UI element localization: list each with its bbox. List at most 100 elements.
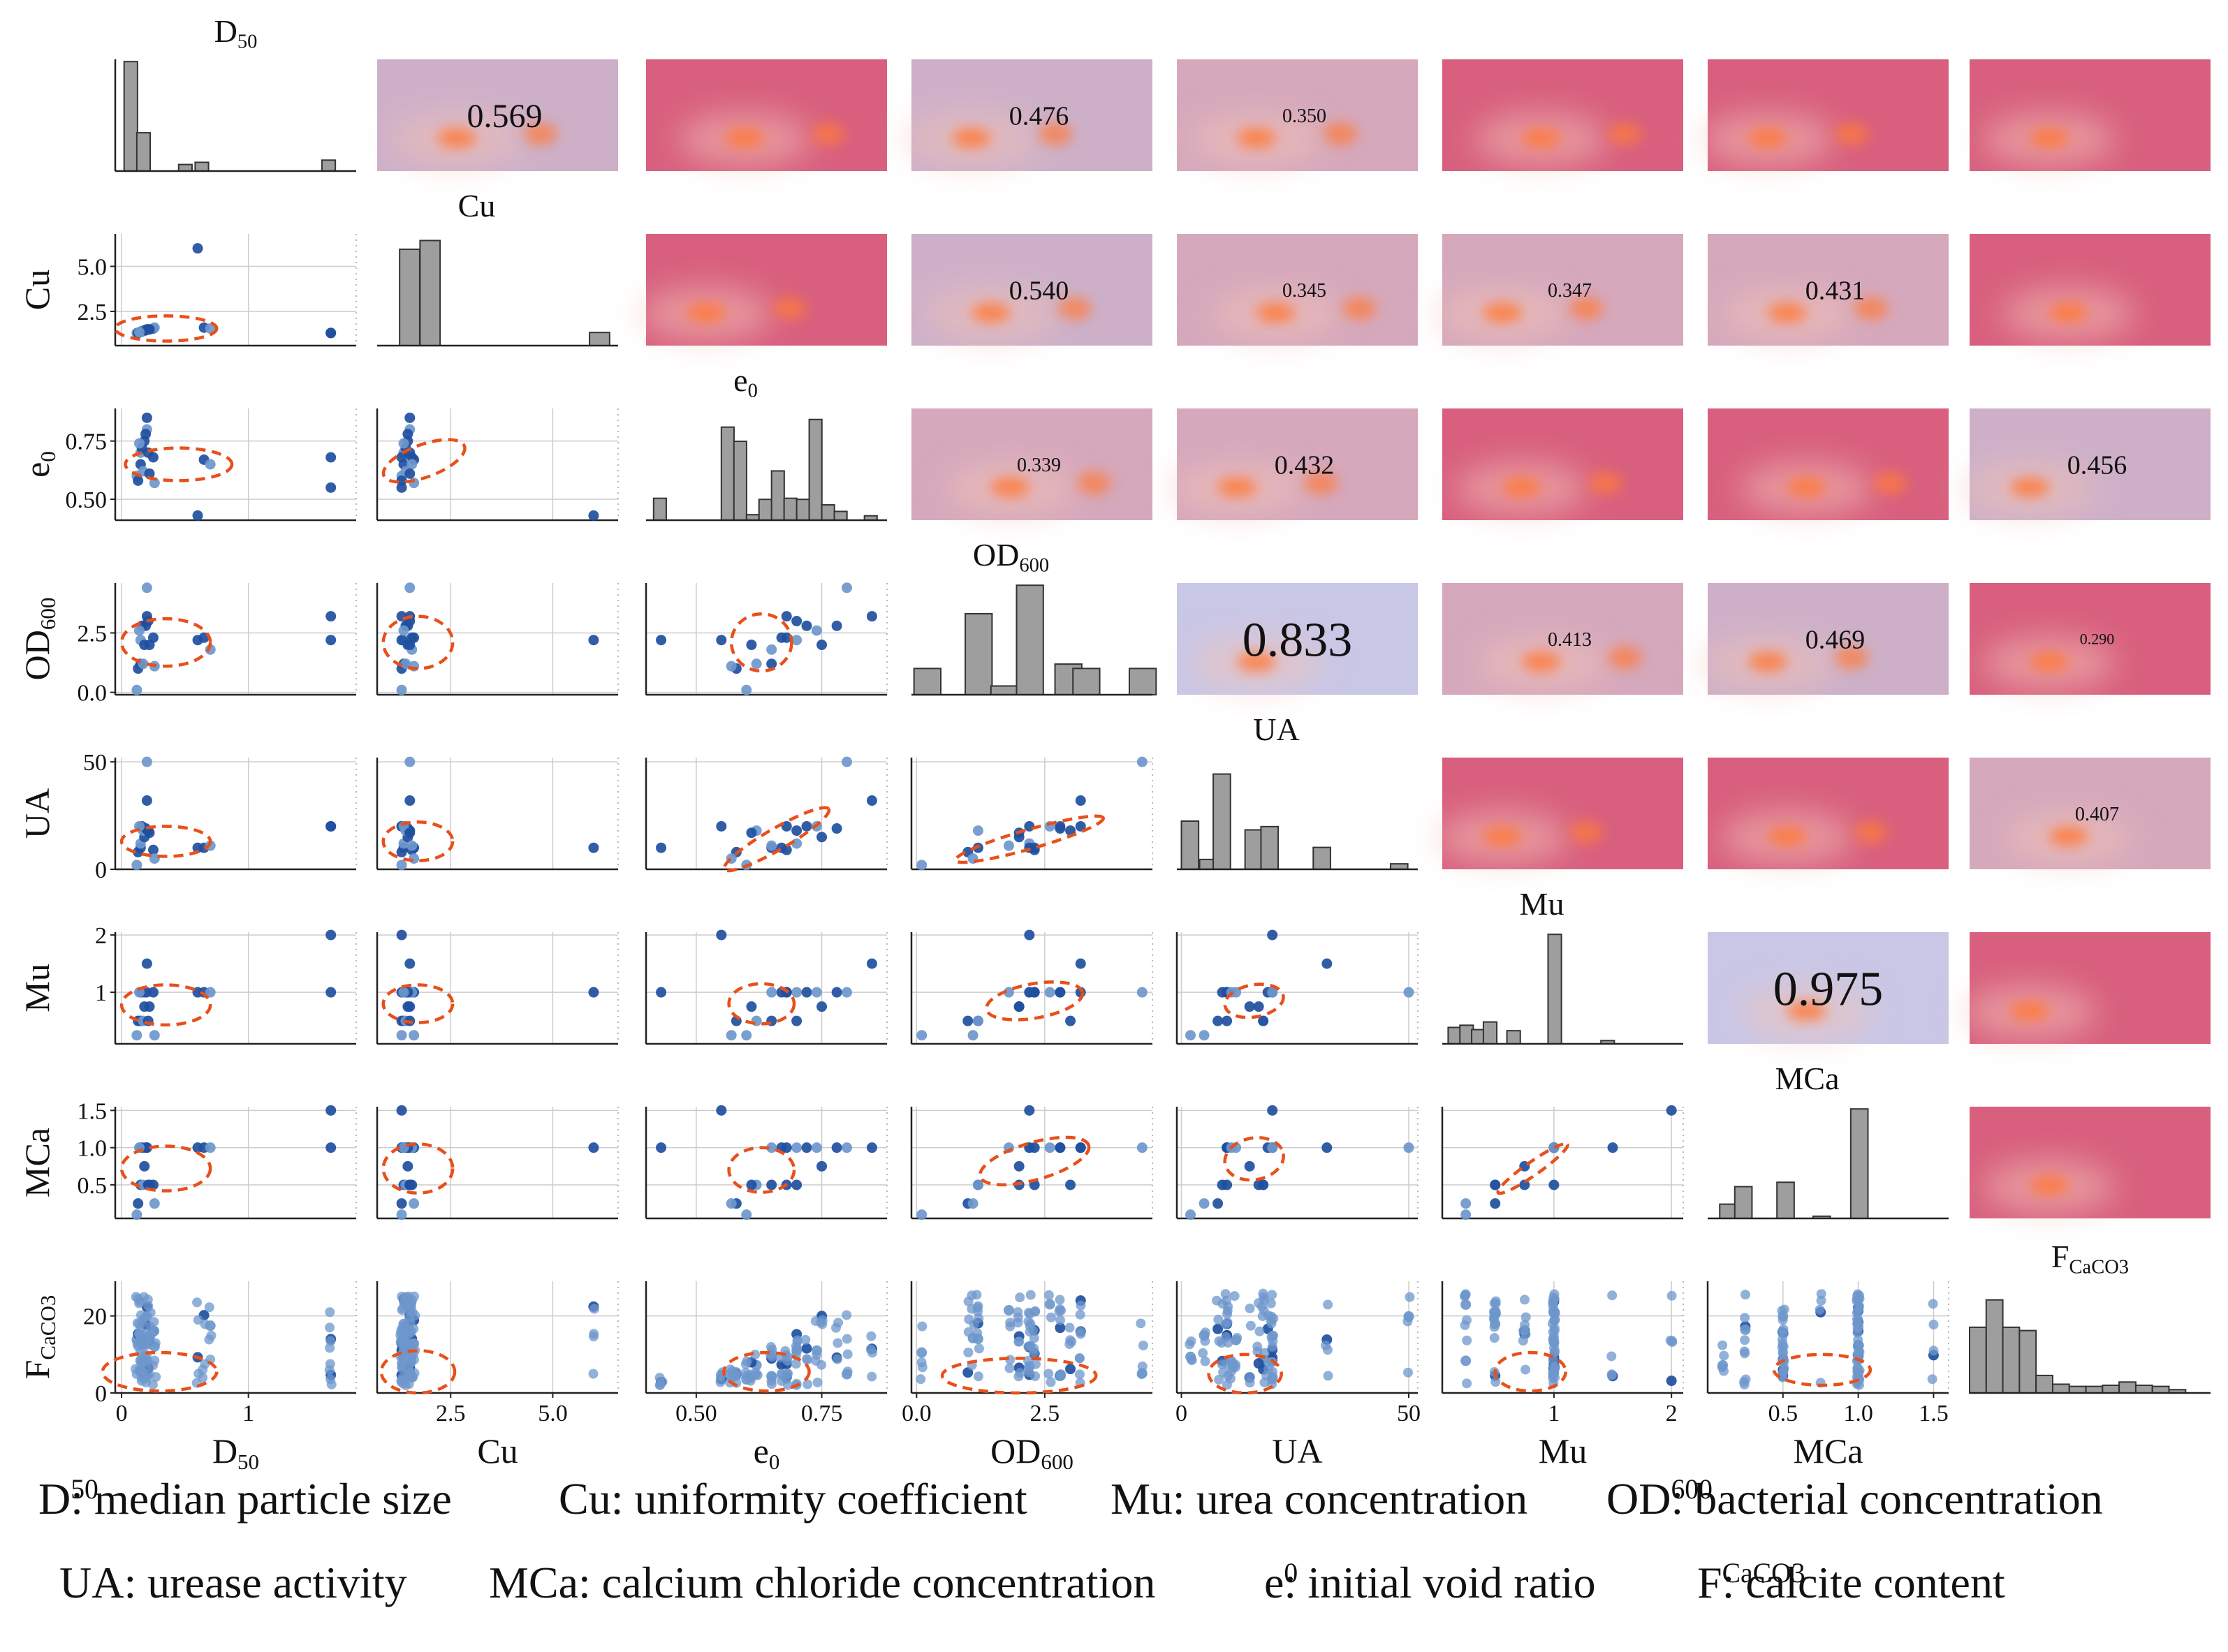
panel-r7-c3: 0.0 2.5 OD600 [902,1281,1153,1473]
histogram-bar [1016,584,1044,696]
scatter-point [1044,987,1055,998]
scatter-point [1200,1327,1210,1338]
scatter-point [404,756,416,767]
scatter-background [377,932,618,1044]
scatter-point [402,429,413,440]
x-tick-label: 0.0 [902,1401,932,1426]
var-base: OD [990,1431,1041,1470]
panel-r6-c1 [376,1105,619,1220]
scatter-point [972,1327,983,1338]
var-sub: 600 [36,598,60,630]
scatter-point [324,1365,335,1376]
column-label: Cu [477,1431,518,1470]
panel-r2-c1 [376,408,619,522]
scatter-point [727,1366,738,1376]
scatter-point [1519,1179,1530,1190]
scatter-point [967,1290,977,1301]
row-label: e0 [17,451,60,478]
panel-r7-c6: 0.5 1.0 1.5 MCa [1706,1281,1949,1470]
panel-r0-c6 [1701,59,1949,171]
scatter-point [205,1142,216,1153]
scatter-point [746,1179,757,1190]
scatter-point [1074,1353,1085,1364]
scatter-point [791,635,802,646]
scatter-point [406,840,418,851]
scatter-point [1055,1322,1066,1334]
panel-r7-c7: FCaCO3 [1969,1239,2211,1394]
histogram-bar [1312,846,1331,871]
kde-hotspot [1835,646,1869,669]
highlight-ellipse [381,438,467,484]
scatter-point [746,640,757,651]
highlight-ellipse [722,1350,811,1393]
scatter-point [404,412,416,423]
panel-r5-c1 [376,929,619,1045]
scatter-point [1253,1358,1264,1369]
panel-r6-c6: MCa [1708,1061,1949,1220]
scatter-point [404,640,416,651]
row-label: FCaCO3 [17,1295,60,1380]
panel-r3-c2 [645,582,888,696]
scatter-background [377,408,618,520]
scatter-point [398,438,409,449]
scatter-point [149,1030,160,1041]
scatter-point [1253,1001,1264,1012]
kde-hotspot [773,297,807,320]
scatter-point [1024,1367,1034,1378]
scatter-point [740,1359,751,1369]
x-tick-label: 5.0 [538,1401,568,1426]
highlight-ellipse [381,1142,455,1195]
scatter-point [801,820,812,832]
scatter-point [791,1142,802,1153]
scatter-point [746,1001,757,1012]
scatter-point [1815,1304,1825,1315]
scatter-point [325,1307,335,1318]
scatter-point [746,827,757,839]
kde-hotspot [1236,128,1276,148]
scatter-point [1044,1299,1055,1310]
scatter-point [205,987,216,998]
scatter-point [404,468,416,479]
kde-hotspot [1039,122,1073,145]
correlation-value: 0.833 [1243,614,1353,668]
kde-hotspot [725,128,765,148]
scatter-point [1075,1309,1085,1320]
scatter-point [404,582,416,593]
scatter-point [1267,1105,1278,1116]
scatter-point [1460,1289,1471,1299]
scatter-point [1044,1142,1055,1153]
panel-r6-c2 [645,1105,888,1220]
kde-hotspot [1767,826,1807,846]
scatter-point [145,1321,156,1332]
scatter-point [396,635,407,646]
scatter-point [962,1367,974,1378]
correlation-value: 0.345 [1282,280,1326,302]
scatter-point [1928,1299,1938,1309]
kde-hotspot [2029,651,2069,672]
histogram-bar [2018,1329,2037,1394]
scatter-point [1321,1142,1333,1153]
scatter-point [1015,1292,1025,1303]
scatter-point [741,1030,752,1041]
panel-r5-c6: 0.975 [1708,932,1949,1044]
kde-hotspot [1787,477,1826,497]
scatter-point [716,929,727,941]
scatter-point [866,1331,877,1341]
kde-hotspot [1767,302,1807,323]
var-base: OD [17,630,57,680]
scatter-point [1852,1323,1863,1334]
legend-description: : calcium chloride concentration [578,1558,1156,1607]
legend-entry: D 50: median particle size [38,1473,452,1525]
scatter-point [831,823,842,834]
scatter-point [198,1373,208,1383]
scatter-point [1222,1015,1233,1026]
scatter-point [1075,1142,1086,1153]
scatter-point [1853,1306,1863,1316]
panel-r0-c5 [1442,59,1683,171]
panel-r2-c6 [1708,408,1949,520]
legend-description: : bacterial concentration [1671,1474,2103,1524]
scatter-point [192,510,203,521]
var-base: MCa [1794,1431,1863,1470]
scatter-point [1520,1364,1531,1375]
